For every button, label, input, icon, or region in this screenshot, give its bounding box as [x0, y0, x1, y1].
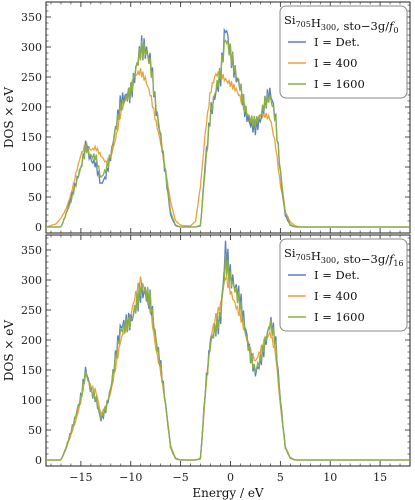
- plot-frame: [45, 1, 411, 234]
- y-tick-label: 300: [21, 41, 42, 54]
- panel-2: 0 50 100 150 200 250 300 350 −15 −10 −5 0 5 10 15 Energ…: [2, 234, 411, 500]
- y-tick-label: 0: [35, 221, 42, 234]
- series-line-i1600: [46, 39, 410, 228]
- legend-box: [279, 5, 408, 99]
- x-tick-label: −10: [119, 471, 142, 484]
- legend-label-i1600: I = 1600: [314, 310, 365, 324]
- y-tick-label: 150: [21, 364, 42, 377]
- panel-1: 0 50 100 150 200 250 300 350 DOS × eV Si705H300, …: [2, 1, 411, 234]
- y-tick-label: 300: [21, 274, 42, 287]
- plot-frame: [45, 234, 411, 467]
- x-tick-label: 10: [323, 471, 337, 484]
- legend-title: Si705H300, sto−3g/f16: [284, 246, 404, 268]
- y-tick-label: 150: [21, 131, 42, 144]
- y-tick-label: 200: [21, 101, 42, 114]
- x-tick-label: 5: [277, 471, 284, 484]
- y-tick-label: 350: [21, 11, 42, 24]
- y-tick-label: 350: [21, 244, 42, 257]
- legend-label-i400: I = 400: [314, 289, 357, 303]
- y-tick-label: 100: [21, 394, 42, 407]
- legend-title: Si705H300, sto−3g/f0: [284, 13, 398, 35]
- legend-label-i1600: I = 1600: [314, 77, 365, 91]
- y-tick-label: 250: [21, 71, 42, 84]
- y-tick-label: 200: [21, 334, 42, 347]
- legend-label-det: I = Det.: [314, 35, 360, 49]
- series-line-i1600: [46, 254, 410, 461]
- y-axis-label: DOS × eV: [2, 87, 16, 148]
- legend-box: [279, 238, 408, 332]
- y-tick-label: 50: [28, 424, 42, 437]
- y-tick-label: 250: [21, 304, 42, 317]
- y-tick-label: 0: [35, 454, 42, 467]
- x-axis-label: Energy / eV: [192, 486, 264, 500]
- y-tick-label: 100: [21, 161, 42, 174]
- x-tick-label: −5: [173, 471, 189, 484]
- y-tick-label: 50: [28, 191, 42, 204]
- x-tick-label: 0: [227, 471, 234, 484]
- legend: Si705H300, sto−3g/f0I = Det. I = 400 I = 1…: [279, 5, 408, 99]
- x-tick-label: 15: [373, 471, 387, 484]
- x-tick-label: −15: [69, 471, 92, 484]
- legend-label-i400: I = 400: [314, 56, 357, 70]
- legend-label-det: I = Det.: [314, 268, 360, 282]
- y-axis-label: DOS × eV: [2, 320, 16, 381]
